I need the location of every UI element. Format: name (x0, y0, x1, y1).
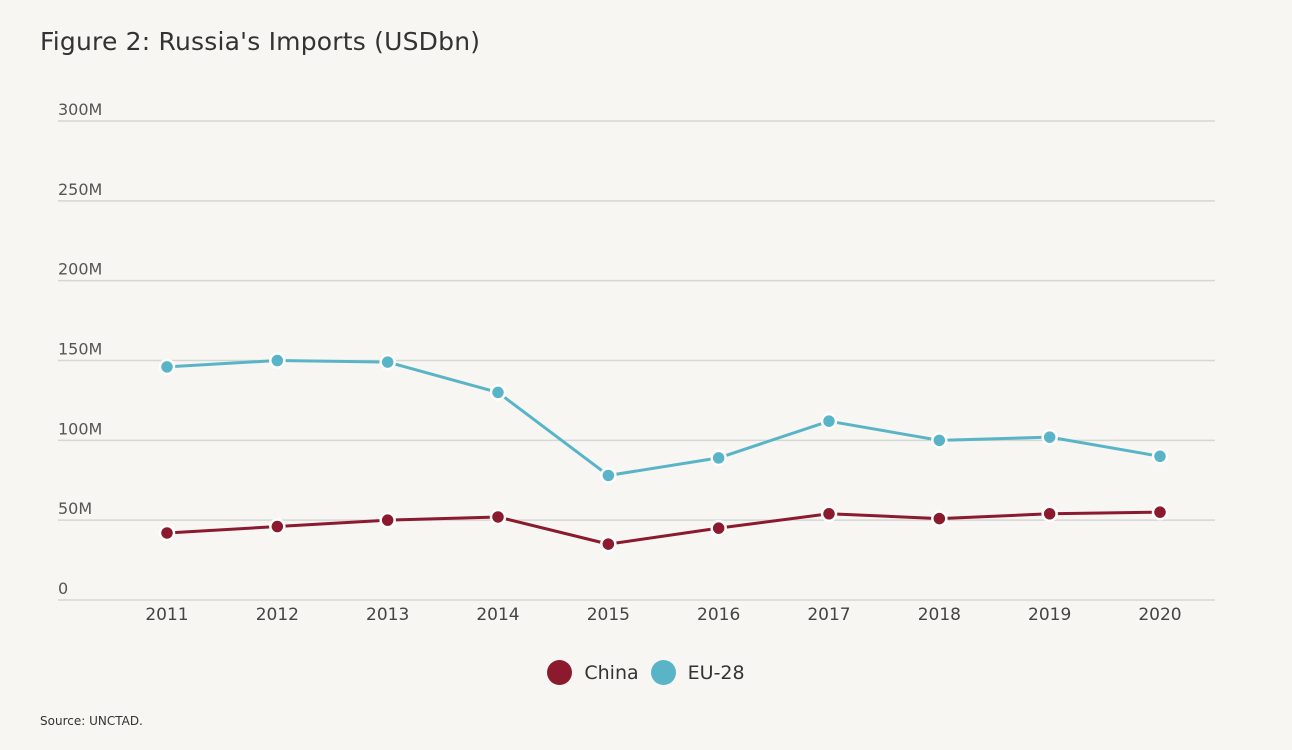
x-tick-label: 2013 (366, 605, 409, 625)
data-point[interactable] (270, 520, 284, 534)
data-point[interactable] (1153, 505, 1167, 519)
x-tick-label: 2014 (476, 605, 519, 625)
y-axis-ticks: 0 50M 100M 150M 200M 250M 300M (58, 100, 102, 598)
x-tick-label: 2017 (807, 605, 850, 625)
data-point[interactable] (1153, 449, 1167, 463)
series-lines (167, 361, 1160, 545)
series-line-1 (167, 361, 1160, 476)
data-point[interactable] (712, 451, 726, 465)
legend-item-eu28[interactable]: EU-28 (651, 660, 745, 685)
y-tick-label: 50M (58, 499, 92, 518)
legend: China EU-28 (0, 660, 1292, 685)
legend-item-china[interactable]: China (547, 660, 638, 685)
x-tick-label: 2018 (918, 605, 961, 625)
data-point[interactable] (932, 433, 946, 447)
x-tick-label: 2019 (1028, 605, 1071, 625)
series-points (160, 354, 1167, 552)
data-point[interactable] (381, 513, 395, 527)
data-point[interactable] (270, 354, 284, 368)
data-point[interactable] (491, 385, 505, 399)
y-tick-label: 150M (58, 340, 102, 359)
data-point[interactable] (601, 468, 615, 482)
data-point[interactable] (160, 526, 174, 540)
y-tick-label: 250M (58, 180, 102, 199)
data-point[interactable] (1043, 430, 1057, 444)
data-point[interactable] (601, 537, 615, 551)
data-point[interactable] (381, 355, 395, 369)
y-tick-label: 0 (58, 579, 68, 598)
x-tick-label: 2012 (256, 605, 299, 625)
x-tick-label: 2011 (145, 605, 188, 625)
x-tick-label: 2015 (587, 605, 630, 625)
legend-swatch-china (547, 660, 572, 685)
legend-label-china: China (584, 662, 638, 684)
y-tick-label: 100M (58, 419, 102, 438)
y-tick-label: 200M (58, 260, 102, 279)
series-line-0 (167, 512, 1160, 544)
data-point[interactable] (491, 510, 505, 524)
x-tick-label: 2016 (697, 605, 740, 625)
source-note: Source: UNCTAD. (40, 714, 143, 728)
legend-label-eu28: EU-28 (688, 662, 745, 684)
x-tick-label: 2020 (1138, 605, 1181, 625)
data-point[interactable] (822, 507, 836, 521)
data-point[interactable] (1043, 507, 1057, 521)
x-axis-ticks: 2011 2012 2013 2014 2015 2016 2017 2018 2019 2020 (145, 605, 1181, 625)
legend-swatch-eu28 (651, 660, 676, 685)
data-point[interactable] (822, 414, 836, 428)
y-tick-label: 300M (58, 100, 102, 119)
data-point[interactable] (712, 521, 726, 535)
line-chart: 050M100M150M200M250M300M 2011 2012 2013 201… (0, 0, 1292, 750)
data-point[interactable] (160, 360, 174, 374)
data-point[interactable] (932, 512, 946, 526)
